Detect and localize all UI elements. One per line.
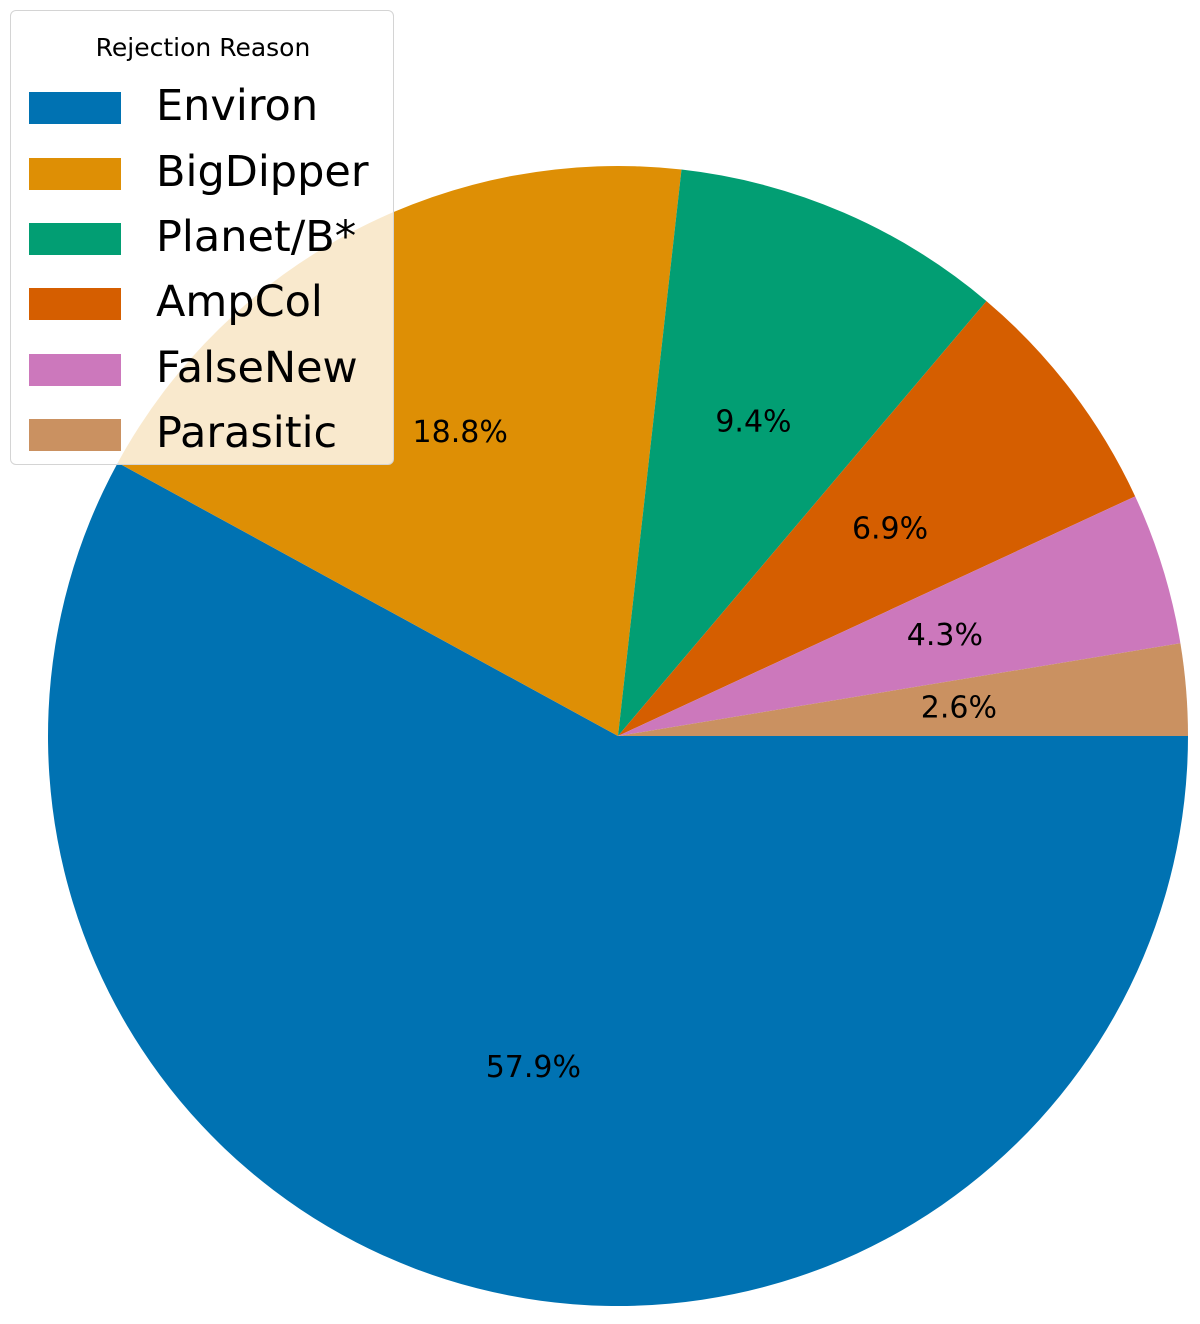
pie-percent-label: 9.4%: [715, 404, 791, 439]
pie-percent-label: 2.6%: [921, 691, 997, 726]
legend-label: Environ: [156, 81, 319, 131]
pie-slice-ampcol: [618, 301, 1136, 736]
legend-swatch: [29, 419, 121, 451]
legend: Rejection Reason Environ BigDipper Plane…: [10, 10, 394, 465]
pie-percent-label: 6.9%: [852, 511, 928, 546]
pie-slice-falsenew: [618, 496, 1181, 736]
legend-swatch: [29, 354, 121, 386]
legend-swatch: [29, 288, 121, 320]
legend-swatch: [29, 223, 121, 255]
pie-slice-planet-b: [618, 169, 987, 737]
pie-percent-label: 18.8%: [413, 415, 508, 450]
pie-slices: [48, 166, 1189, 1306]
legend-label: BigDipper: [156, 147, 369, 197]
legend-label: Parasitic: [156, 408, 338, 458]
pie-percent-label: 4.3%: [907, 618, 983, 653]
legend-label: FalseNew: [156, 343, 358, 393]
pie-percent-labels: 57.9% 18.8% 9.4% 6.9% 4.3% 2.6%: [413, 404, 997, 1084]
legend-label: Planet/B*: [156, 212, 357, 262]
pie-slice-environ: [48, 462, 1189, 1306]
legend-title: Rejection Reason: [95, 33, 311, 62]
legend-swatch: [29, 92, 121, 124]
pie-slice-parasitic: [618, 643, 1188, 736]
pie-percent-label: 57.9%: [486, 1050, 581, 1085]
legend-label: AmpCol: [156, 277, 323, 327]
legend-swatch: [29, 158, 121, 190]
